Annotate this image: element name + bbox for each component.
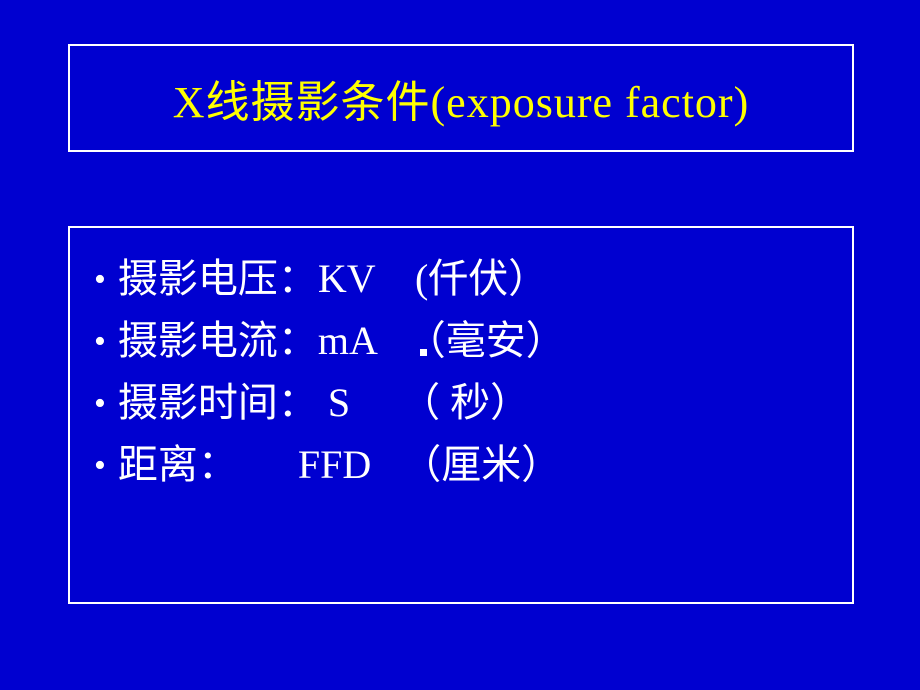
bullet-list: 摄影电压：KV (仟伏） 摄影电流：mA （毫安） 摄影时间： S （ 秒） 距… [94, 248, 828, 496]
list-item: 摄影时间： S （ 秒） [94, 372, 828, 434]
list-item: 摄影电流：mA （毫安） [94, 310, 828, 372]
slide-title: X线摄影条件(exposure factor) [173, 66, 750, 130]
page-indicator-dot [420, 349, 427, 356]
list-item: 摄影电压：KV (仟伏） [94, 248, 828, 310]
title-box: X线摄影条件(exposure factor) [68, 44, 854, 152]
content-box: 摄影电压：KV (仟伏） 摄影电流：mA （毫安） 摄影时间： S （ 秒） 距… [68, 226, 854, 604]
list-item: 距离： FFD （厘米） [94, 434, 828, 496]
